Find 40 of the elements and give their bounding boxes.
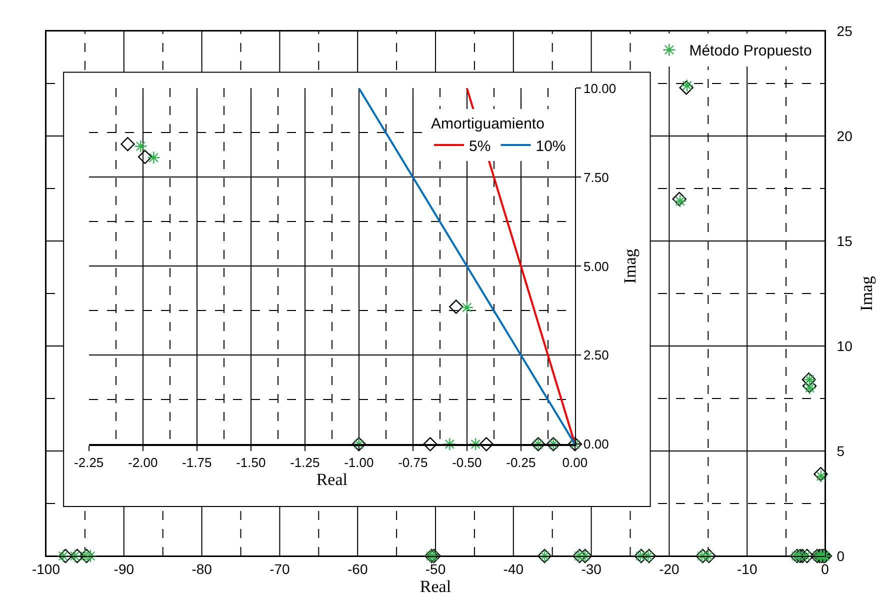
x-tick-label: -10 xyxy=(736,560,758,577)
y-tick-label: 10.00 xyxy=(584,80,616,96)
y-tick-label: 5 xyxy=(836,442,845,459)
legend-title: Amortiguamiento xyxy=(431,116,544,133)
y-axis-title: Imag xyxy=(620,248,640,284)
legend-label: Método Propuesto xyxy=(689,42,812,60)
x-tick-label: -20 xyxy=(659,560,680,577)
x-tick-label: -100 xyxy=(32,560,60,577)
x-tick-label: -0.25 xyxy=(506,454,536,470)
x-tick-label: -1.75 xyxy=(182,454,212,470)
x-tick-label: -90 xyxy=(114,560,134,577)
y-tick-label: 25 xyxy=(836,22,853,39)
x-tick-label: -2.25 xyxy=(74,454,104,470)
x-tick-label: 0.00 xyxy=(562,454,588,470)
legend-label: 10% xyxy=(536,138,566,155)
x-tick-label: -0.50 xyxy=(452,454,482,470)
legend-label: 5% xyxy=(469,138,491,155)
y-tick-label: 7.50 xyxy=(584,170,609,185)
x-axis-title: Real xyxy=(420,576,452,596)
x-axis-title: Real xyxy=(316,470,348,489)
x-tick-label: -30 xyxy=(581,560,602,577)
x-tick-label: -1.00 xyxy=(344,454,374,470)
x-tick-label: -1.25 xyxy=(290,454,320,470)
x-tick-label: -2.00 xyxy=(128,454,158,470)
y-tick-label: 20 xyxy=(836,128,853,144)
x-tick-label: -80 xyxy=(192,560,212,577)
y-tick-label: 0 xyxy=(836,548,845,564)
y-tick-label: 0.00 xyxy=(584,436,609,452)
x-tick-label: -50 xyxy=(425,560,446,577)
x-tick-label: -60 xyxy=(347,560,368,577)
y-tick-label: 5.00 xyxy=(584,258,609,274)
y-tick-label: 10 xyxy=(836,338,853,354)
y-tick-label: 2.50 xyxy=(584,348,609,363)
x-tick-label: -40 xyxy=(503,560,524,577)
y-tick-label: 15 xyxy=(836,232,853,249)
x-tick-label: -0.75 xyxy=(398,454,428,470)
x-tick-label: 0 xyxy=(821,560,830,577)
x-tick-label: -1.50 xyxy=(236,454,266,470)
x-tick-label: -70 xyxy=(270,560,290,577)
y-axis-title: Imag xyxy=(856,276,876,311)
